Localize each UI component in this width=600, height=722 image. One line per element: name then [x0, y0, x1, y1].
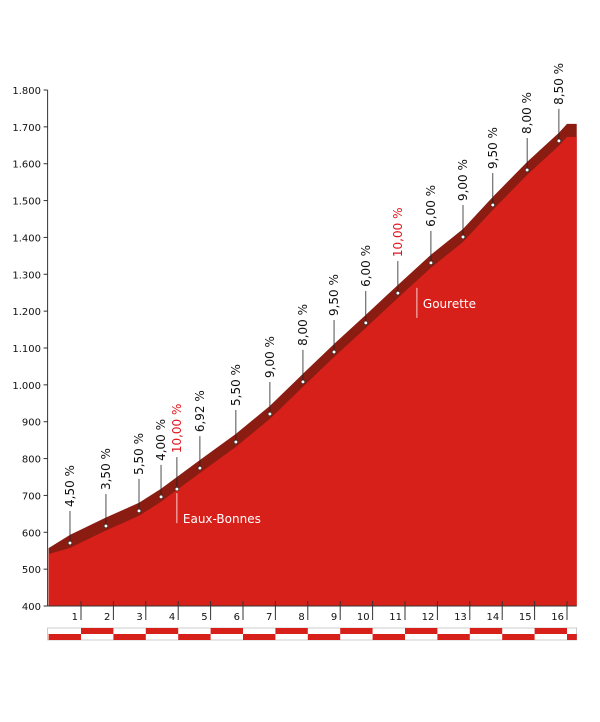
- km-seg: [405, 628, 438, 634]
- marker: [490, 202, 495, 208]
- km-seg: [113, 634, 146, 640]
- marker: [428, 260, 434, 265]
- marker: [267, 411, 272, 417]
- gradient-label: 8,50 %: [552, 63, 566, 105]
- x-tick-label: 6: [234, 612, 240, 623]
- x-tick-label: 2: [104, 612, 110, 623]
- km-seg: [502, 634, 535, 640]
- marker: [103, 523, 109, 529]
- gradient-label: 9,50 %: [327, 274, 341, 316]
- x-tick-label: 12: [422, 612, 435, 623]
- km-seg: [307, 634, 341, 640]
- marker: [174, 487, 180, 492]
- marker: [300, 379, 306, 385]
- marker: [556, 138, 562, 143]
- y-tick-label: 1.700: [12, 123, 41, 134]
- x-tick-label: 5: [201, 612, 207, 623]
- x-tick-label: 3: [136, 612, 142, 623]
- y-tick-label: 1.100: [12, 344, 41, 355]
- x-tick-label: 10: [357, 612, 370, 623]
- x-tick-label: 11: [389, 612, 402, 623]
- marker: [331, 349, 337, 355]
- y-tick-label: 1.200: [12, 307, 41, 318]
- marker: [197, 466, 203, 471]
- km-seg: [81, 628, 114, 634]
- gradient-label: 5,50 %: [229, 364, 243, 406]
- km-seg: [567, 634, 577, 640]
- gradient-label: 6,92 %: [193, 390, 207, 432]
- marker: [525, 167, 530, 173]
- annotation: Eaux-Bonnes: [183, 512, 261, 526]
- y-tick-label: 1.800: [12, 86, 41, 97]
- km-seg: [340, 628, 373, 634]
- gradient-label: 6,00 %: [359, 245, 373, 287]
- gradient-label: 9,00 %: [456, 159, 470, 201]
- gradient-label: 8,00 %: [296, 304, 310, 346]
- km-seg: [469, 628, 503, 634]
- km-seg: [48, 634, 81, 640]
- marker: [233, 439, 238, 445]
- gradient-label: 4,00 %: [154, 419, 168, 461]
- x-tick-label: 14: [486, 612, 499, 623]
- gradient-label: 4,50 %: [63, 465, 77, 507]
- marker: [363, 320, 368, 326]
- x-tick-label: 4: [169, 612, 175, 623]
- x-tick-label: 16: [551, 612, 564, 623]
- y-tick-label: 600: [22, 528, 41, 539]
- gradient-label: 6,00 %: [424, 185, 438, 227]
- x-tick-label: 13: [454, 612, 467, 623]
- km-seg: [372, 634, 405, 640]
- y-tick-label: 800: [22, 455, 41, 466]
- y-tick-label: 1.300: [12, 270, 41, 281]
- gradient-label: 8,00 %: [520, 92, 534, 134]
- marker: [67, 540, 73, 546]
- marker: [158, 494, 164, 500]
- km-seg: [534, 628, 567, 634]
- x-tick-label: 9: [331, 612, 337, 623]
- x-tick-label: 1: [72, 612, 78, 623]
- y-tick-label: 900: [22, 418, 41, 429]
- y-tick-label: 400: [22, 602, 41, 613]
- y-tick-label: 1.500: [12, 197, 41, 208]
- x-tick-label: 8: [298, 612, 304, 623]
- km-seg: [275, 628, 308, 634]
- marker: [136, 508, 142, 514]
- km-seg: [243, 634, 276, 640]
- km-seg: [210, 628, 243, 634]
- gradient-label: 9,00 %: [263, 336, 277, 378]
- gradient-label: 3,50 %: [99, 448, 113, 490]
- y-tick-label: 1.000: [12, 381, 41, 392]
- y-tick-label: 1.400: [12, 233, 41, 244]
- marker: [395, 290, 400, 296]
- y-tick-label: 700: [22, 491, 41, 502]
- gradient-label: 10,00 %: [391, 208, 405, 258]
- marker: [460, 234, 466, 240]
- gradient-label: 10,00 %: [170, 404, 184, 454]
- gradient-label: 9,50 %: [486, 127, 500, 169]
- y-tick-label: 500: [22, 565, 41, 576]
- x-tick-label: 15: [519, 612, 532, 623]
- km-seg: [437, 634, 470, 640]
- annotation: Gourette: [423, 297, 476, 311]
- x-tick-label: 7: [266, 612, 272, 623]
- km-seg: [178, 634, 211, 640]
- km-seg: [145, 628, 179, 634]
- gradient-label: 5,50 %: [132, 433, 146, 475]
- profile-fill: [48, 136, 577, 606]
- y-tick-label: 1.600: [12, 160, 41, 171]
